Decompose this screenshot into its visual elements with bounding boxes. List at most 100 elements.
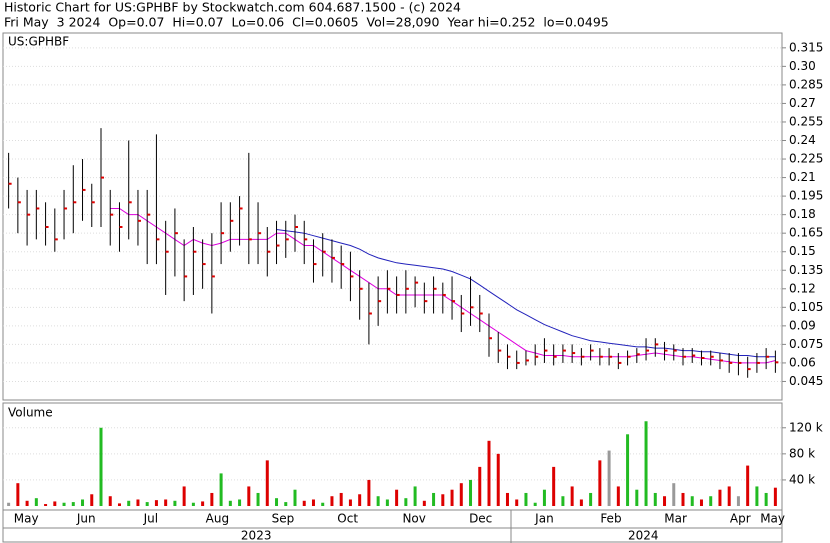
volume-bar <box>256 492 260 506</box>
volume-bar <box>727 486 731 506</box>
volume-bar <box>653 492 657 506</box>
y-tick-label: 0.27 <box>789 96 816 110</box>
volume-bar <box>62 502 66 506</box>
volume-bar <box>709 496 713 506</box>
volume-bar <box>542 489 546 506</box>
volume-bar <box>699 499 703 506</box>
chart-title: Historic Chart for US:GPHBF by Stockwatc… <box>4 0 461 15</box>
y-tick-label: 0.21 <box>789 170 816 184</box>
volume-bar <box>515 499 519 506</box>
volume-bar <box>127 500 131 506</box>
volume-bar <box>358 494 362 506</box>
volume-bar <box>376 496 380 506</box>
volume-bar <box>773 487 777 506</box>
x-tick-label: Aug <box>206 512 229 526</box>
volume-bar <box>672 483 676 506</box>
volume-bar <box>395 489 399 506</box>
volume-bar <box>321 502 325 506</box>
volume-bar <box>598 460 602 506</box>
volume-bar <box>53 501 57 506</box>
y-tick-label: 0.105 <box>789 300 823 314</box>
volume-bar <box>681 492 685 506</box>
y-tick-label: 0.30 <box>789 59 816 73</box>
y-tick-label: 0.165 <box>789 226 823 240</box>
x-tick-label: Feb <box>600 512 621 526</box>
y-tick-label: 40 k <box>789 472 815 486</box>
volume-bar <box>154 500 158 506</box>
symbol-label: US:GPHBF <box>8 35 69 49</box>
y-tick-label: 0.24 <box>789 133 816 147</box>
y-tick-label: 0.195 <box>789 189 823 203</box>
volume-bar <box>311 499 315 506</box>
volume-bar <box>644 421 648 506</box>
volume-bar <box>736 496 740 506</box>
volume-bar <box>385 499 389 506</box>
volume-bar <box>247 486 251 506</box>
volume-bar <box>469 479 473 506</box>
volume-bar <box>422 500 426 506</box>
y-tick-label: 0.09 <box>789 318 816 332</box>
volume-bar <box>487 440 491 506</box>
volume-bar <box>579 499 583 506</box>
chart-subtitle: Fri May 3 2024 Op=0.07 Hi=0.07 Lo=0.06 C… <box>4 15 609 30</box>
volume-bar <box>339 492 343 506</box>
volume-bar <box>432 492 436 506</box>
volume-bar <box>764 492 768 506</box>
volume-bar <box>265 460 269 506</box>
y-tick-label: 0.15 <box>789 244 816 258</box>
year-label: 2023 <box>241 529 272 543</box>
volume-bar <box>478 466 482 506</box>
x-tick-label: Dec <box>469 512 492 526</box>
volume-bar <box>136 499 140 506</box>
volume-bar <box>718 489 722 506</box>
volume-bar <box>182 486 186 506</box>
volume-bar <box>164 499 168 506</box>
volume-bar <box>191 502 195 506</box>
year-row <box>2 527 783 543</box>
volume-bar <box>330 496 334 506</box>
year-label: 2024 <box>628 529 659 543</box>
volume-bar <box>459 483 463 506</box>
y-tick-label: 0.135 <box>789 263 823 277</box>
y-tick-label: 0.315 <box>789 40 823 54</box>
volume-bar <box>496 453 500 506</box>
x-tick-label: Sep <box>272 512 295 526</box>
volume-bar <box>626 434 630 506</box>
volume-bar <box>71 502 75 506</box>
volume-bar <box>145 502 149 506</box>
x-tick-label: May <box>14 512 39 526</box>
volume-bar <box>108 496 112 506</box>
y-tick-label: 0.18 <box>789 207 816 221</box>
volume-bar <box>210 492 214 506</box>
y-tick-label: 0.285 <box>789 77 823 91</box>
x-tick-label: Oct <box>337 512 358 526</box>
volume-bar <box>90 494 94 506</box>
volume-bar <box>607 450 611 506</box>
volume-bar <box>561 496 565 506</box>
y-tick-label: 80 k <box>789 446 815 460</box>
volume-bar <box>570 486 574 506</box>
volume-bar <box>755 486 759 506</box>
volume-bar <box>552 466 556 506</box>
y-tick-label: 0.06 <box>789 355 816 369</box>
volume-bar <box>533 502 537 506</box>
volume-bar <box>348 499 352 506</box>
volume-bar <box>413 486 417 506</box>
price-panel <box>2 32 783 401</box>
volume-bar <box>201 501 205 506</box>
volume-bar <box>34 498 38 506</box>
volume-bar <box>173 500 177 506</box>
x-tick-label: Jul <box>143 512 158 526</box>
volume-bar <box>302 500 306 506</box>
volume-bar <box>450 489 454 506</box>
y-tick-label: 0.045 <box>789 374 823 388</box>
volume-bar <box>7 502 11 506</box>
volume-bar <box>690 496 694 506</box>
volume-panel <box>2 402 783 511</box>
volume-bar <box>117 503 121 506</box>
volume-bar <box>284 502 288 506</box>
volume-label: Volume <box>8 406 53 420</box>
y-tick-label: 120 k <box>789 420 823 434</box>
volume-bar <box>404 498 408 506</box>
